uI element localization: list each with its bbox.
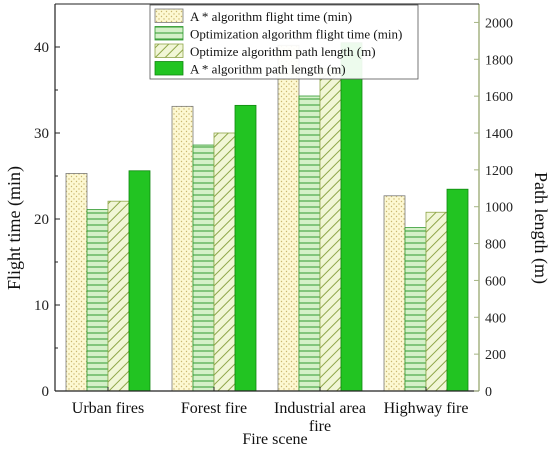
- x-category-label: Urban fires: [72, 400, 144, 417]
- bar-flight-time-0-2: [277, 44, 300, 392]
- y-left-tick-label: 40: [34, 40, 49, 56]
- bar-path-length-3-0: [128, 170, 151, 392]
- y-right-tick-label: 2000: [485, 16, 513, 31]
- y-right-tick-label: 600: [485, 274, 506, 289]
- legend-layer: A * algorithm flight time (min) Optimizat…: [149, 4, 419, 80]
- legend-label: Optimize algorithm path length (m): [190, 44, 376, 59]
- legend-swatch: [154, 61, 184, 76]
- bar-path-length-2-1: [213, 132, 236, 392]
- x-axis-title: Fire scene: [242, 431, 307, 448]
- bar-path-length-2-2: [319, 68, 342, 392]
- legend-swatch: [154, 8, 184, 23]
- y-left-tick-label: 10: [34, 298, 49, 314]
- y-axis-left-title: Flight time (min): [4, 166, 25, 290]
- y-right-tick-label: 200: [485, 348, 506, 363]
- bar-flight-time-0-0: [65, 173, 88, 392]
- legend-label: A * algorithm flight time (min): [190, 9, 352, 24]
- bar-flight-time-0-3: [383, 195, 406, 392]
- bar-path-length-3-1: [234, 104, 257, 392]
- axes-layer: 0102030400200400600800100012001400160018…: [34, 3, 513, 435]
- x-category-label: fire: [309, 418, 331, 435]
- bar-path-length-3-2: [340, 42, 363, 392]
- bar-flight-time-1-1: [192, 144, 215, 392]
- y-right-tick-label: 800: [485, 238, 506, 253]
- x-category-label: Industrial area: [274, 400, 366, 417]
- y-right-tick-label: 1800: [485, 53, 513, 68]
- y-left-tick-label: 30: [34, 126, 49, 142]
- y-left-tick-label: 20: [34, 212, 49, 228]
- x-category-label: Forest fire: [181, 400, 247, 417]
- bar-flight-time-1-2: [298, 95, 321, 392]
- legend-swatch: [154, 26, 184, 41]
- y-right-tick-label: 1400: [485, 127, 513, 142]
- bar-flight-time-1-0: [86, 209, 109, 392]
- bar-path-length-2-0: [107, 200, 130, 392]
- y-right-tick-label: 0: [485, 385, 492, 400]
- x-category-label: Highway fire: [384, 400, 469, 417]
- y-right-tick-label: 1000: [485, 201, 513, 216]
- bar-path-length-3-3: [446, 188, 469, 392]
- legend-label: A * algorithm path length (m): [190, 62, 346, 77]
- bar-path-length-2-3: [425, 211, 448, 392]
- bar-flight-time-1-3: [404, 227, 427, 392]
- y-left-tick-label: 0: [42, 384, 50, 400]
- legend-box: [149, 4, 419, 80]
- y-axis-right-title: Path length (m): [530, 172, 550, 284]
- y-right-tick-label: 1200: [485, 164, 513, 179]
- legend-label: Optimization algorithm flight time (min): [190, 27, 402, 42]
- bars-layer: [65, 42, 469, 392]
- y-right-tick-label: 400: [485, 311, 506, 326]
- bar-flight-time-0-1: [171, 105, 194, 392]
- legend-swatch: [154, 43, 184, 58]
- y-right-tick-label: 1600: [485, 90, 513, 105]
